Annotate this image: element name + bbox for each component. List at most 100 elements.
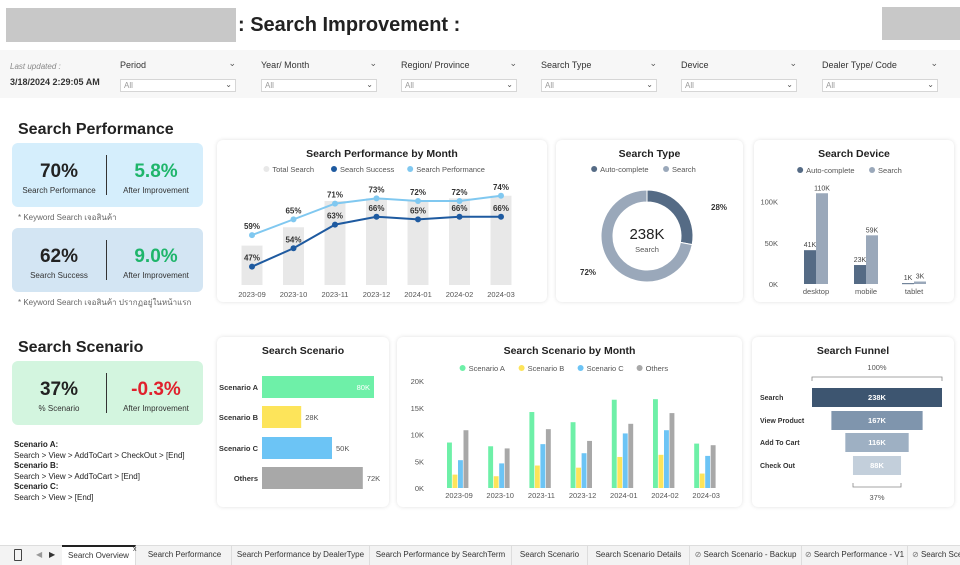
point-search-performance: [332, 200, 338, 207]
data-label: 1K: [904, 275, 913, 282]
filter-value: All: [685, 81, 694, 90]
chevron-down-icon[interactable]: ⌄: [228, 58, 236, 68]
tab-scenario-details[interactable]: Search Scenario Details: [588, 545, 690, 565]
tab-search-overview[interactable]: Search Overview: [62, 545, 136, 565]
close-icon[interactable]: x: [133, 546, 137, 553]
category-label: Scenario B: [219, 413, 259, 422]
legend-label: Scenario C: [587, 364, 625, 373]
chevron-left-icon[interactable]: ◀: [36, 550, 43, 559]
search-type-svg: Auto-complete Search 28% 72% 238K Search: [580, 165, 727, 283]
funnel-stage-label: Search: [760, 395, 783, 402]
bar-scenario-b: [534, 465, 540, 488]
data-label: 74%: [493, 183, 509, 192]
y-tick-label: 5K: [415, 457, 424, 466]
phone-layout-icon[interactable]: [14, 549, 22, 561]
filter-region-province[interactable]: Region/ Province ⌄ All ⌄: [401, 57, 517, 93]
filter-dropdown[interactable]: All ⌄: [822, 79, 938, 92]
tab-search-performance[interactable]: Search Performance: [138, 545, 232, 565]
section-heading-scenario: Search Scenario: [18, 339, 144, 356]
filter-dropdown[interactable]: All ⌄: [681, 79, 797, 92]
bar-scenario-a: [653, 399, 658, 488]
point-search-success: [249, 263, 255, 270]
redacted-logo-right: [882, 7, 960, 40]
chevron-right-icon[interactable]: ▶: [49, 550, 56, 559]
category-label: Scenario A: [219, 383, 258, 392]
filter-dropdown[interactable]: All ⌄: [401, 79, 517, 92]
chart-search-type[interactable]: Search Type Auto-complete Search 28% 72% 238…: [556, 140, 743, 302]
data-label: 66%: [451, 204, 467, 213]
bar-scenario-a: [529, 412, 535, 488]
filter-dropdown[interactable]: All ⌄: [120, 79, 236, 92]
bar-scenario-c: [581, 453, 587, 488]
chart-title: Search Performance by Month: [306, 148, 458, 160]
filter-device[interactable]: Device ⌄ All ⌄: [681, 57, 797, 93]
legend-marker: [518, 365, 525, 371]
chevron-down-icon[interactable]: ⌄: [509, 58, 517, 68]
kpi-improvement-label: After Improvement: [123, 271, 189, 280]
chevron-down-icon[interactable]: ⌄: [930, 58, 938, 68]
chart-search-device[interactable]: Search Device Auto-complete Search 0K 50K 10…: [754, 140, 954, 302]
x-tick-label: 2024-02: [651, 491, 679, 500]
filter-value: All: [405, 81, 414, 90]
chart-search-scenario[interactable]: Search Scenario Scenario A 80K Scenario B 2…: [217, 337, 389, 507]
filter-search-type[interactable]: Search Type ⌄ All ⌄: [541, 57, 657, 93]
filter-value: All: [826, 81, 835, 90]
chevron-down-icon[interactable]: ⌄: [369, 58, 377, 68]
legend-label: Auto-complete: [806, 166, 854, 175]
chart-scenario-by-month[interactable]: Search Scenario by Month Scenario A Scena…: [397, 337, 742, 507]
chevron-down-icon: ⌄: [786, 80, 793, 89]
kpi-note: * Keyword Search เจอสินค้า: [18, 213, 117, 222]
chart-search-funnel[interactable]: Search Funnel 100% Search 238K View Product…: [752, 337, 954, 507]
y-tick-label: 20K: [411, 377, 424, 386]
x-tick-label: tablet: [905, 287, 924, 296]
tab-performance-dealertype[interactable]: Search Performance by DealerType: [232, 545, 370, 565]
filter-period[interactable]: Period ⌄ All ⌄: [120, 57, 236, 93]
bar-scenario-c: [664, 430, 669, 488]
chart-performance-by-month[interactable]: Search Performance by Month Total Search…: [217, 140, 547, 302]
filter-dropdown[interactable]: All ⌄: [541, 79, 657, 92]
donut-center-value: 238K: [629, 226, 664, 243]
filter-dropdown[interactable]: All ⌄: [261, 79, 377, 92]
bar-total-search: [324, 201, 346, 285]
chevron-down-icon[interactable]: ⌄: [789, 58, 797, 68]
tab-performance-searchterm[interactable]: Search Performance by SearchTerm: [370, 545, 512, 565]
bar-scenario-a: [447, 442, 452, 488]
donut-center-label: Search: [635, 245, 659, 254]
filter-year-month[interactable]: Year/ Month ⌄ All ⌄: [261, 57, 377, 93]
bar-others: [587, 440, 592, 488]
bar-auto-complete: [902, 283, 914, 285]
legend-label: Total Search: [272, 165, 314, 174]
chart-title: Search Funnel: [816, 345, 890, 357]
legend-label: Search Success: [340, 165, 394, 174]
data-label: 28K: [305, 413, 318, 422]
bar-others: [545, 429, 551, 488]
kpi-divider: [106, 240, 107, 280]
data-label: 88K: [870, 461, 884, 470]
tab-label: Search Scenario Details: [595, 550, 682, 559]
tab-scenario-backup[interactable]: ⊘ Search Scenario - Backup: [690, 545, 802, 565]
tab-label: Search Scenario: [519, 550, 580, 559]
point-search-performance: [415, 198, 421, 204]
tab-performance-v1[interactable]: ⊘ Search Performance - V1: [802, 545, 908, 565]
chevron-down-icon[interactable]: ⌄: [649, 58, 657, 68]
bar-total-search: [407, 201, 429, 285]
funnel-stage-label: Add To Cart: [760, 440, 800, 447]
y-tick-label: 0K: [769, 280, 778, 289]
tab-scenario-truncated[interactable]: ⊘ Search Scena: [908, 545, 960, 565]
data-label: 72K: [367, 474, 380, 483]
x-tick-label: 2023-11: [322, 290, 349, 299]
funnel-bar: [845, 433, 909, 452]
tab-bar: [0, 545, 960, 565]
performance-chart-svg: Total Search Search Success Search Perform…: [238, 165, 515, 299]
filter-dealer-type[interactable]: Dealer Type/ Code ⌄ All ⌄: [822, 57, 938, 93]
tab-search-scenario[interactable]: Search Scenario: [512, 545, 588, 565]
funnel-bar: [831, 411, 923, 430]
bar-scenario-a: [488, 446, 494, 488]
bar-scenario-b: [658, 454, 664, 488]
data-label: 41K: [804, 242, 817, 249]
bar-total-search: [366, 198, 387, 285]
hidden-page-icon: ⊘: [912, 550, 921, 559]
tab-label: Search Performance by SearchTerm: [375, 550, 506, 559]
point-search-success: [415, 216, 421, 223]
point-search-success: [332, 221, 338, 228]
